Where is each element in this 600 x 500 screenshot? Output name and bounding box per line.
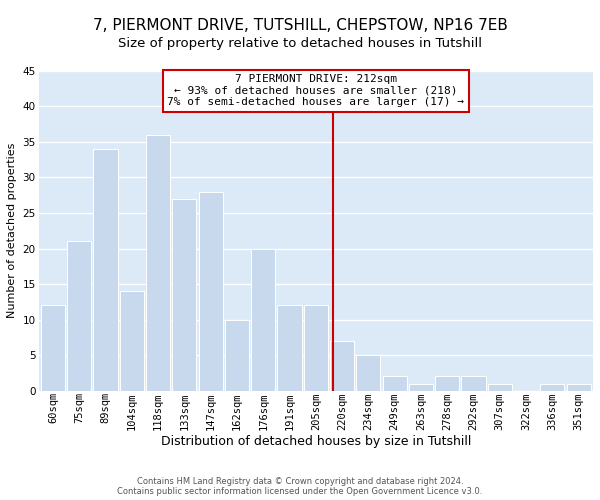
Bar (172, 199, 196, 390)
Bar (304, 306, 328, 390)
Bar (251, 248, 275, 390)
Text: Contains HM Land Registry data © Crown copyright and database right 2024.: Contains HM Land Registry data © Crown c… (137, 478, 463, 486)
Bar (41, 306, 65, 390)
Bar (225, 320, 249, 390)
Bar (435, 376, 459, 390)
Text: 7, PIERMONT DRIVE, TUTSHILL, CHEPSTOW, NP16 7EB: 7, PIERMONT DRIVE, TUTSHILL, CHEPSTOW, N… (92, 18, 508, 32)
Bar (199, 192, 223, 390)
Bar (330, 341, 354, 390)
Bar (409, 384, 433, 390)
Text: Contains public sector information licensed under the Open Government Licence v3: Contains public sector information licen… (118, 487, 482, 496)
Text: 7 PIERMONT DRIVE: 212sqm
← 93% of detached houses are smaller (218)
7% of semi-d: 7 PIERMONT DRIVE: 212sqm ← 93% of detach… (167, 74, 464, 108)
Bar (146, 135, 170, 390)
Bar (94, 149, 118, 390)
Text: Size of property relative to detached houses in Tutshill: Size of property relative to detached ho… (118, 38, 482, 51)
Bar (566, 384, 590, 390)
X-axis label: Distribution of detached houses by size in Tutshill: Distribution of detached houses by size … (161, 435, 471, 448)
Bar (540, 384, 565, 390)
Y-axis label: Number of detached properties: Number of detached properties (7, 143, 17, 318)
Bar (356, 355, 380, 390)
Bar (488, 384, 512, 390)
Bar (67, 242, 91, 390)
Bar (383, 376, 407, 390)
Bar (461, 376, 485, 390)
Bar (277, 306, 302, 390)
Bar (120, 291, 144, 390)
